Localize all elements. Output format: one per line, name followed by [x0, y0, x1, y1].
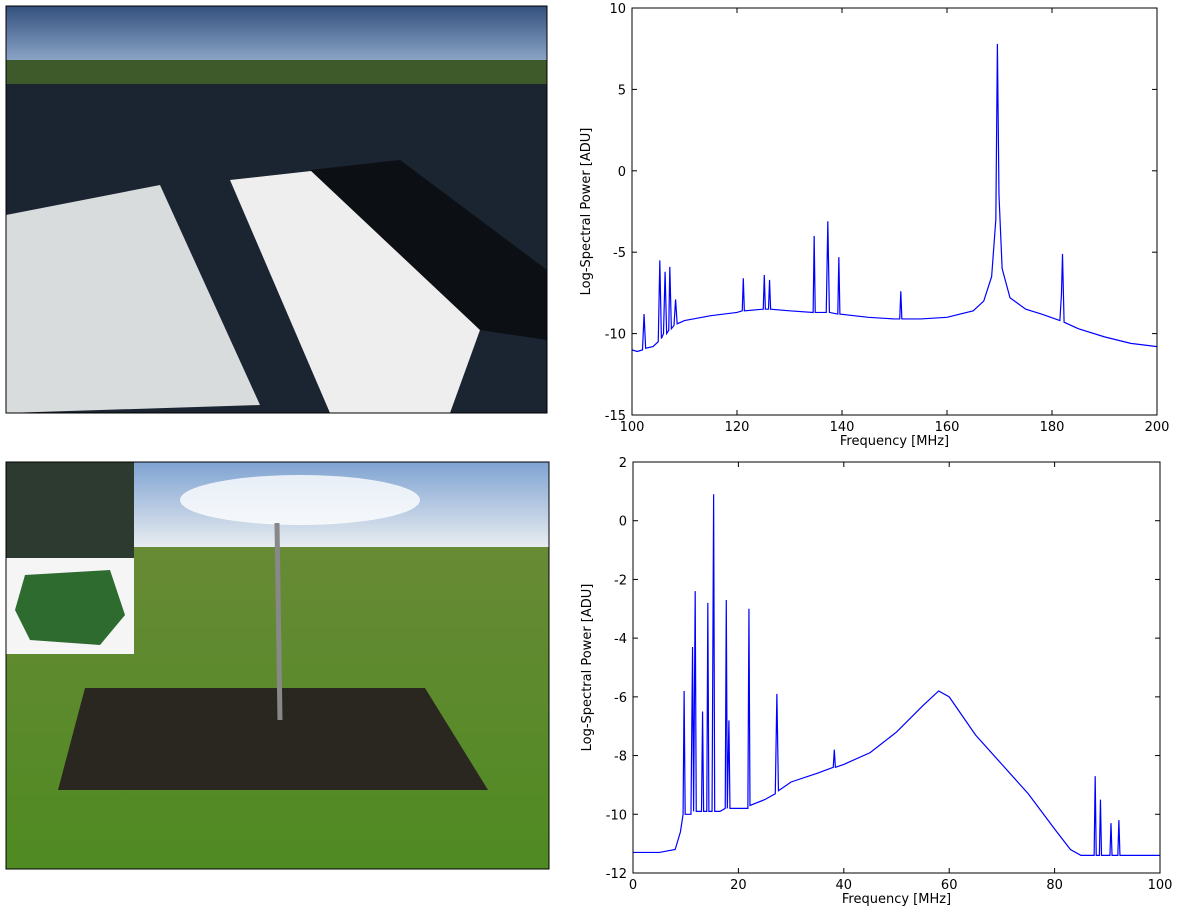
spectrum-line — [633, 494, 1160, 856]
x-axis-label: Frequency [MHz] — [840, 434, 949, 449]
x-tick-label: 140 — [830, 420, 855, 435]
photo-tiles — [5, 5, 548, 414]
y-tick-label: -4 — [614, 632, 627, 647]
y-axis-label: Log-Spectral Power [ADU] — [580, 584, 595, 752]
plot-frame — [631, 7, 1158, 416]
y-tick-label: 10 — [609, 2, 626, 17]
photo-antenna — [5, 461, 550, 870]
y-axis-label: Log-Spectral Power [ADU] — [579, 128, 594, 296]
y-tick-label: 0 — [619, 515, 627, 530]
x-tick-label: 100 — [620, 420, 645, 435]
y-tick-label: -8 — [614, 750, 627, 765]
y-tick-label: 2 — [619, 456, 627, 471]
y-tick-label: 5 — [618, 83, 626, 98]
x-tick-label: 80 — [1046, 878, 1063, 893]
x-tick-label: 0 — [629, 878, 637, 893]
y-tick-label: -12 — [606, 867, 627, 882]
x-tick-label: 100 — [1148, 878, 1173, 893]
x-tick-label: 160 — [935, 420, 960, 435]
x-axis-label: Frequency [MHz] — [842, 892, 951, 906]
y-tick-label: -10 — [605, 328, 626, 343]
y-tick-label: 0 — [618, 165, 626, 180]
x-tick-label: 40 — [836, 878, 853, 893]
x-tick-label: 200 — [1145, 420, 1170, 435]
spectrum-line — [631, 43, 1158, 353]
x-tick-label: 20 — [730, 878, 747, 893]
y-tick-label: -6 — [614, 691, 627, 706]
y-tick-label: -15 — [605, 409, 626, 424]
plot-frame — [632, 461, 1161, 874]
x-tick-label: 120 — [725, 420, 750, 435]
y-tick-label: -10 — [606, 808, 627, 823]
x-tick-label: 60 — [941, 878, 958, 893]
y-tick-label: -5 — [613, 246, 626, 261]
y-tick-label: -2 — [614, 573, 627, 588]
x-tick-label: 180 — [1040, 420, 1065, 435]
